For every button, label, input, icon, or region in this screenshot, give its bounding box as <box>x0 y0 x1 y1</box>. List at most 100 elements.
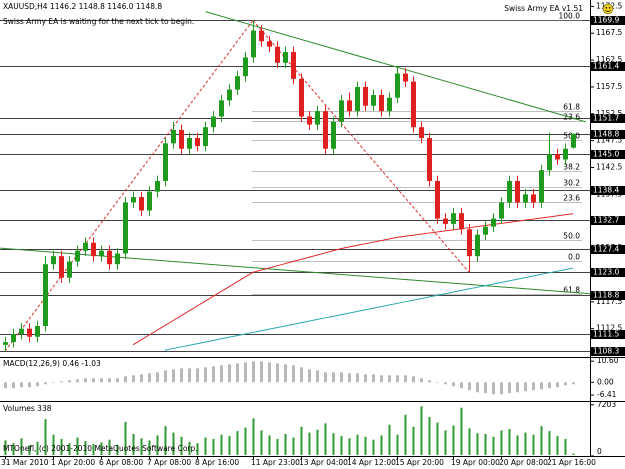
fib-line <box>4 20 254 352</box>
macd-bar <box>500 382 503 395</box>
candle-body <box>299 78 304 117</box>
macd-tick-label: 0.00 <box>597 377 614 386</box>
macd-bar <box>364 374 367 383</box>
chart-title: XAUUSD,H4 1146.2 1148.8 1146.0 1148.8 <box>3 2 162 11</box>
macd-bar <box>84 378 87 383</box>
macd-bar <box>164 370 167 383</box>
candle-body <box>531 194 536 203</box>
x-tick-label: 20 Apr 08:00 <box>499 458 548 467</box>
candle-body <box>547 154 552 171</box>
candle-body <box>291 52 296 79</box>
level-label: 1132.7 <box>593 216 619 225</box>
macd-bar <box>300 367 303 383</box>
macd-bar <box>52 382 55 383</box>
main-pane: 100.061.823.650.038.230.223.650.00.061.8 <box>0 11 590 352</box>
macd-bar <box>348 373 351 383</box>
y-tick-label: 1142.5 <box>596 163 622 172</box>
candle-body <box>379 95 384 112</box>
candle-body <box>283 52 288 63</box>
macd-bar <box>444 382 447 385</box>
macd-bar <box>12 382 15 389</box>
level-box <box>591 245 625 254</box>
level-label: 1161.4 <box>593 62 619 71</box>
fib-level-label: 50.0 <box>563 232 580 241</box>
macd-tick-label: 10.60 <box>597 356 619 365</box>
level-label: 1138.4 <box>593 186 619 195</box>
macd-bar <box>36 382 39 387</box>
macd-bar <box>108 378 111 383</box>
macd-bar <box>68 380 71 383</box>
x-tick-label: 31 Mar 2010 <box>1 458 49 467</box>
macd-bar <box>532 382 535 391</box>
candle-body <box>267 41 272 47</box>
level-label: 1127.4 <box>593 245 619 254</box>
macd-bar <box>196 368 199 383</box>
x-tick-label: 21 Apr 16:00 <box>547 458 596 467</box>
x-tick-label: 19 Apr 00:00 <box>451 458 500 467</box>
candle-body <box>275 46 280 63</box>
macd-bar <box>420 378 423 383</box>
macd-bar <box>60 381 63 383</box>
y-tick-label: 1152.5 <box>596 109 622 118</box>
macd-bar <box>556 382 559 388</box>
level-box <box>591 268 625 277</box>
macd-bar <box>148 373 151 383</box>
candle-body <box>499 202 504 219</box>
macd-bar <box>228 364 231 383</box>
candle-body <box>59 256 64 278</box>
macd-bar <box>396 375 399 383</box>
fib-level-label: 30.2 <box>563 179 580 188</box>
x-tick-label: 7 Apr 08:00 <box>147 458 191 467</box>
x-tick-label: 13 Apr 04:00 <box>299 458 348 467</box>
macd-bar <box>4 382 7 389</box>
macd-bar <box>564 382 567 386</box>
x-tick-label: 11 Apr 23:00 <box>251 458 300 467</box>
candle-body <box>563 148 568 160</box>
candle-body <box>315 111 320 125</box>
level-box <box>591 216 625 225</box>
candle-body <box>491 218 496 227</box>
macd-bar <box>436 382 439 383</box>
macd-bar <box>28 382 31 388</box>
candle-body <box>75 250 80 262</box>
candle-body <box>211 116 216 128</box>
candle-body <box>443 218 448 224</box>
macd-bar <box>332 372 335 383</box>
level-label: 1111.5 <box>593 330 619 339</box>
macd-bar <box>572 382 575 385</box>
macd-bar <box>180 368 183 383</box>
candle-body <box>43 264 48 326</box>
moving-average <box>164 267 574 351</box>
candle-body <box>339 100 344 122</box>
candle-body <box>19 328 24 335</box>
candle-body <box>259 30 264 42</box>
candle-body <box>107 250 112 265</box>
macd-bar <box>388 375 391 383</box>
x-tick-label: 6 Apr 08:00 <box>99 458 143 467</box>
candle-body <box>331 121 336 149</box>
fib-level-label: 0.0 <box>568 253 580 262</box>
ohlc-close: 1148.8 <box>136 2 162 11</box>
level-label: 1118.8 <box>593 291 619 300</box>
candle-body <box>171 129 176 144</box>
level-label: 1151.7 <box>593 114 619 123</box>
candle-body <box>395 73 400 98</box>
symbol: XAUUSD,H4 <box>3 2 48 11</box>
candle-body <box>227 89 232 101</box>
candle-body <box>11 334 16 343</box>
candle-body <box>3 342 8 345</box>
moving-average <box>132 213 574 346</box>
volume-pane <box>4 406 575 455</box>
fib-level-label: 61.8 <box>563 286 580 295</box>
y-tick-label: 1167.5 <box>596 28 622 37</box>
candle-body <box>411 81 416 128</box>
macd-bar <box>268 362 271 383</box>
macd-bar <box>340 372 343 383</box>
macd-bar <box>124 376 127 383</box>
candle-body <box>51 256 56 265</box>
fib-level-label: 100.0 <box>559 12 581 21</box>
macd-bar <box>156 372 159 383</box>
x-tick-label: 15 Apr 20:00 <box>395 458 444 467</box>
level-box <box>591 16 625 25</box>
volume-tick-label: 0 <box>597 447 602 456</box>
